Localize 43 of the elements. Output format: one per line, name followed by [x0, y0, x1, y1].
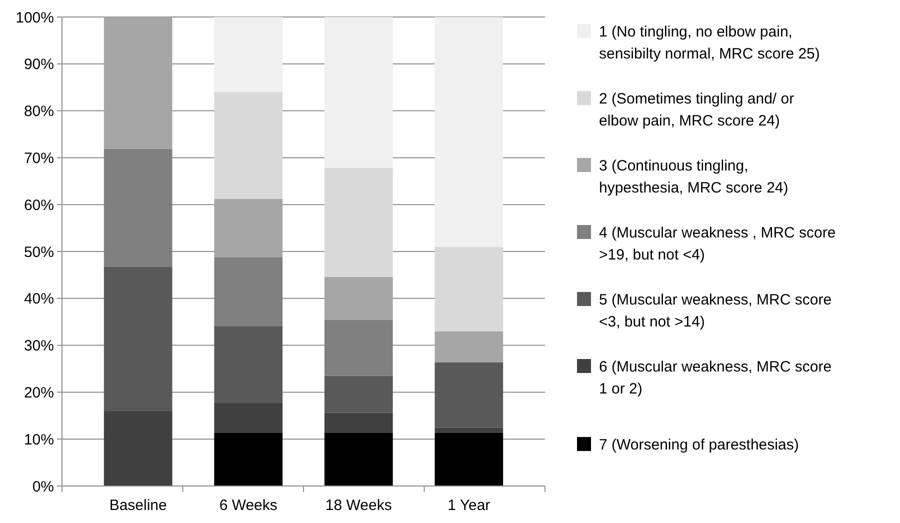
- bar: [104, 17, 172, 149]
- y-tick-label: 30%: [24, 338, 54, 355]
- legend-label: 1 (No tingling, no elbow pain, sensibilty normal, MRC score 25): [599, 23, 820, 62]
- bar: [104, 410, 172, 486]
- legend-label: 4 (Muscular weakness , MRC score >19, but not <4): [599, 224, 836, 264]
- bar: [104, 266, 172, 411]
- x-tick-label: 1 Year: [448, 497, 490, 514]
- legend-label: 3 (Continuous tingling, hypesthesia, MRC score 24): [599, 157, 788, 196]
- x-tick-label: 6 Weeks: [219, 497, 278, 514]
- y-tick-label: 40%: [24, 290, 54, 308]
- bar: [214, 92, 283, 199]
- legend-label: 7 (Worsening of paresthesias): [599, 436, 799, 454]
- bar: [214, 17, 283, 92]
- bar: [324, 376, 393, 413]
- bar: [434, 362, 504, 428]
- bar: [434, 331, 504, 362]
- bar: [434, 17, 504, 247]
- bar: [324, 412, 393, 434]
- y-tick-label: 0%: [32, 478, 54, 496]
- legend-label: 6 (Muscular weakness, MRC score 1 or 2): [599, 358, 832, 398]
- y-tick-label: 90%: [24, 56, 54, 74]
- y-tick-label: 50%: [24, 244, 54, 261]
- bar: [214, 198, 283, 258]
- bar: [214, 402, 283, 434]
- y-tick-label: 70%: [24, 150, 54, 167]
- y-tick-label: 10%: [24, 431, 54, 448]
- bar: [324, 17, 393, 168]
- bar: [214, 326, 283, 403]
- bar: [434, 428, 504, 434]
- x-tick-label: 18 Weeks: [325, 497, 392, 514]
- x-tick-label: Baseline: [109, 497, 167, 514]
- legend-label: 5 (Muscular weakness, MRC score <3, but not >14): [599, 291, 832, 330]
- bar: [324, 433, 393, 486]
- y-tick-label: 20%: [24, 384, 54, 402]
- bar: [214, 433, 283, 486]
- bar: [324, 276, 393, 320]
- bar: [324, 168, 393, 277]
- bar: [434, 433, 504, 486]
- y-tick-label: 100%: [16, 9, 54, 26]
- legend-label: 2 (Sometimes tingling and/ or elbow pain, MRC score 24): [599, 90, 794, 130]
- y-tick-label: 60%: [24, 196, 54, 214]
- y-tick-label: 80%: [24, 103, 54, 120]
- bar: [434, 246, 504, 332]
